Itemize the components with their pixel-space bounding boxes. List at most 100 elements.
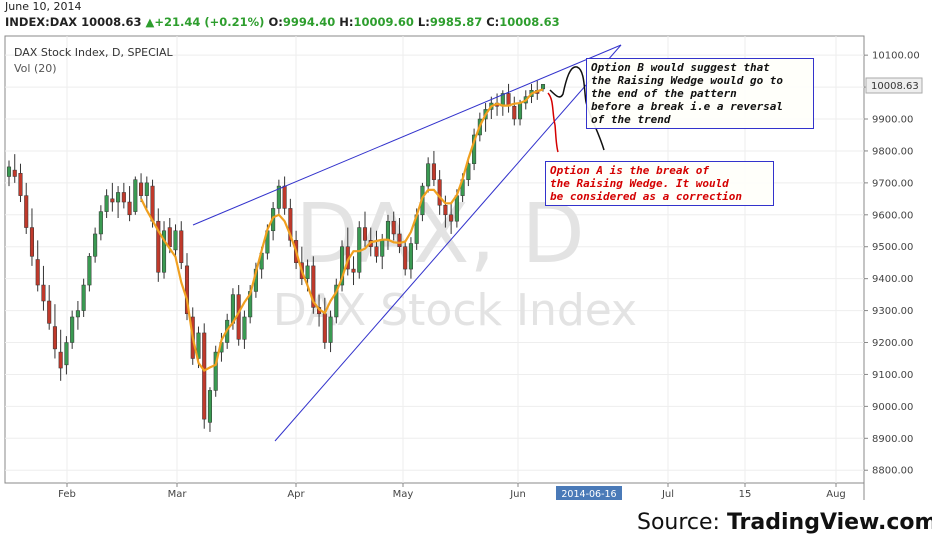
- candle-body: [454, 195, 459, 222]
- candle-body: [93, 233, 98, 257]
- time-axis[interactable]: Feb Mar Apr May Jun Jul 15 Aug: [58, 483, 846, 500]
- price-tick-label: 9700.00: [872, 178, 913, 189]
- candle-body: [540, 84, 546, 90]
- change-value: +21.44 (+0.21%): [154, 15, 265, 29]
- candle-body: [64, 342, 69, 366]
- chart-date: June 10, 2014: [5, 0, 82, 13]
- candle-body: [18, 173, 23, 196]
- candle-body: [322, 313, 327, 343]
- price-axis[interactable]: 8800.00 8900.00 9000.00 9100.00 9200.00 9300.…: [864, 51, 920, 477]
- time-tick-label: Jul: [661, 489, 674, 500]
- date-tag-text: 2014-06-16: [561, 489, 616, 500]
- candle-body: [167, 227, 172, 247]
- moving-average-line: [140, 88, 544, 373]
- time-tick-label: Feb: [58, 489, 76, 500]
- wedge-lower-line: [274, 44, 622, 442]
- open-label: O:: [268, 15, 283, 29]
- candle-body: [328, 316, 333, 343]
- candle-body: [47, 300, 52, 324]
- time-tick-label: Mar: [168, 489, 188, 500]
- option-a-path: [547, 92, 559, 153]
- candle-body: [431, 163, 436, 180]
- candle-body: [127, 201, 132, 216]
- time-tick-label: Apr: [287, 489, 305, 500]
- candle-body: [41, 284, 46, 302]
- candle-body: [202, 332, 207, 420]
- price-tick-label: 9400.00: [872, 274, 913, 285]
- price-tick-label: 9600.00: [872, 210, 913, 221]
- candle-body: [156, 220, 161, 273]
- price-tick-label: 9900.00: [872, 115, 913, 126]
- candle-body: [98, 211, 103, 235]
- low-label: L:: [417, 15, 430, 29]
- candle-body: [408, 243, 413, 270]
- candle-body: [305, 265, 310, 279]
- last-price: 10008.63: [81, 15, 142, 29]
- candle-body: [282, 185, 287, 209]
- legend-volume: Vol (20): [14, 62, 57, 75]
- high-label: H:: [339, 15, 354, 29]
- candle-body: [518, 102, 523, 120]
- candle-body: [213, 351, 218, 391]
- candle-body: [449, 214, 454, 222]
- price-tick-label: 8900.00: [872, 434, 913, 445]
- candle-body: [116, 192, 121, 203]
- time-tick-label: Jun: [509, 489, 526, 500]
- change-up-icon: ▲: [145, 15, 155, 29]
- ohlc-readout: INDEX:DAX 10008.63 ▲+21.44 (+0.21%) O: 99…: [5, 15, 560, 29]
- candle-body: [173, 230, 178, 251]
- candle-body: [121, 192, 126, 203]
- candle-body: [374, 246, 379, 257]
- last-price-tag: 10008.63: [865, 77, 923, 94]
- candle-body: [362, 227, 368, 241]
- time-tick-label: 15: [739, 489, 752, 500]
- close-value: 10008.63: [499, 15, 560, 29]
- candle-body: [87, 256, 92, 286]
- candle-body: [52, 326, 57, 350]
- price-tick-label: 8800.00: [872, 466, 913, 477]
- candle-body: [242, 316, 247, 340]
- option-b-note: Option B would suggest that the Raising …: [586, 58, 814, 129]
- source-name: TradingView.com: [726, 510, 932, 535]
- source-prefix: Source:: [637, 510, 727, 535]
- candle-body: [29, 227, 34, 257]
- candle-body: [35, 259, 40, 286]
- low-value: 9985.87: [429, 15, 483, 29]
- symbol: INDEX:DAX: [5, 15, 78, 29]
- option-a-note: Option A is the break of the Raising Wed…: [545, 161, 774, 206]
- price-tick-label: 9800.00: [872, 146, 913, 157]
- candle-body: [110, 198, 115, 203]
- candle-body: [311, 265, 316, 308]
- candle-body: [12, 169, 17, 177]
- last-price-tag-text: 10008.63: [871, 81, 919, 92]
- source-credit: Source: TradingView.com: [637, 510, 932, 535]
- time-tick-label: May: [393, 489, 414, 500]
- price-tick-label: 9000.00: [872, 402, 913, 413]
- candle-body: [351, 268, 356, 273]
- watermark-name: DAX Stock Index: [273, 285, 637, 336]
- time-tick-label: Aug: [826, 489, 846, 500]
- candle-body: [397, 233, 402, 247]
- candle-body: [70, 316, 75, 343]
- candle-body: [334, 284, 339, 318]
- candle-body: [58, 351, 63, 369]
- date-tag: 2014-06-16: [556, 486, 622, 500]
- candle-body: [403, 246, 408, 270]
- price-tick-label: 9100.00: [872, 370, 913, 381]
- close-label: C:: [486, 15, 500, 29]
- candle-body: [150, 185, 155, 222]
- legend-title: DAX Stock Index, D, SPECIAL: [14, 46, 174, 59]
- candle-body: [340, 246, 345, 286]
- candle-body: [6, 166, 12, 177]
- candle-body: [437, 179, 442, 206]
- rising-wedge: [192, 44, 622, 442]
- candle-body: [391, 220, 396, 235]
- candle-body: [276, 185, 281, 209]
- candle-body: [179, 230, 184, 263]
- candle-body: [512, 105, 517, 120]
- candle-body: [466, 163, 471, 180]
- candle-body: [104, 195, 109, 212]
- price-tick-label: 10100.00: [872, 51, 920, 62]
- candle-body: [144, 182, 149, 196]
